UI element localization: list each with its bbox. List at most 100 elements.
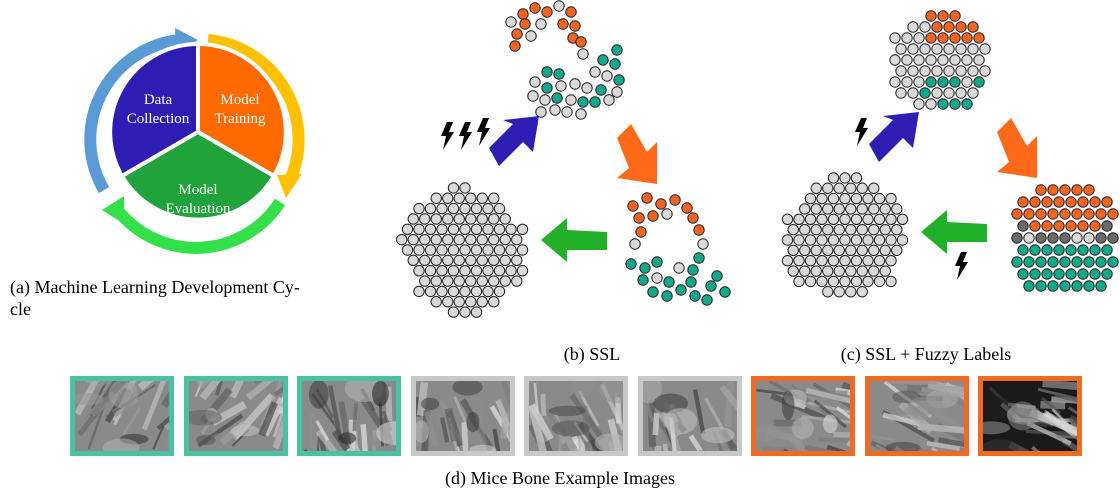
lightning-icon xyxy=(441,122,454,150)
data-point xyxy=(453,254,465,267)
texture-stroke xyxy=(481,401,499,433)
data-point xyxy=(447,202,460,215)
texture-stroke xyxy=(350,441,361,451)
data-point xyxy=(810,265,822,277)
texture-blob xyxy=(791,417,814,439)
data-point xyxy=(1029,244,1041,256)
data-point xyxy=(895,43,907,55)
data-point xyxy=(419,233,431,246)
data-point xyxy=(979,43,991,55)
data-point xyxy=(470,306,483,318)
data-point xyxy=(453,213,465,225)
bone-image-tile-gray xyxy=(637,376,742,456)
data-point xyxy=(793,255,805,267)
data-point xyxy=(862,234,874,246)
texture-stroke xyxy=(259,381,283,427)
data-point xyxy=(885,234,897,246)
data-point xyxy=(889,76,901,88)
texture-blob xyxy=(75,392,104,406)
data-point xyxy=(856,265,868,277)
texture-stroke xyxy=(563,434,578,451)
caption-b: (b) SSL xyxy=(563,344,621,364)
data-point xyxy=(793,213,805,226)
data-point xyxy=(1101,220,1113,232)
data-point xyxy=(419,254,431,267)
caption-c: (c) SSL + Fuzzy Labels xyxy=(840,344,1012,364)
data-point xyxy=(407,233,419,246)
data-point xyxy=(937,32,949,44)
data-point xyxy=(693,252,705,264)
data-point xyxy=(822,182,834,194)
data-point xyxy=(1095,208,1107,220)
texture-stroke xyxy=(529,405,547,451)
data-point xyxy=(845,244,857,257)
data-point xyxy=(967,21,979,33)
data-point xyxy=(816,234,828,246)
texture-stroke xyxy=(439,417,449,443)
data-point xyxy=(565,94,577,106)
data-point xyxy=(1077,196,1089,208)
texture-stroke xyxy=(665,445,672,451)
arrow-left-green xyxy=(541,218,607,262)
data-point xyxy=(955,65,967,77)
data-point xyxy=(1029,220,1041,232)
data-point xyxy=(419,213,431,225)
label-collection: Collection xyxy=(127,111,190,127)
texture-blob xyxy=(372,381,389,407)
data-point xyxy=(827,234,840,246)
data-point xyxy=(1047,184,1059,196)
data-point xyxy=(1077,244,1089,256)
data-point xyxy=(833,244,845,257)
data-point xyxy=(816,275,828,288)
data-point xyxy=(781,213,794,226)
data-point xyxy=(895,87,907,99)
data-point xyxy=(949,10,961,22)
data-point xyxy=(845,286,857,298)
data-point xyxy=(637,274,649,286)
data-point xyxy=(873,275,886,288)
texture-stroke xyxy=(94,381,110,390)
data-point xyxy=(895,65,907,77)
texture-stroke xyxy=(316,436,321,451)
data-point xyxy=(868,203,880,215)
data-point xyxy=(804,213,817,226)
data-point xyxy=(687,212,699,224)
data-point xyxy=(511,28,523,40)
data-point xyxy=(647,210,659,222)
data-point xyxy=(442,192,454,204)
texture-stroke xyxy=(557,432,563,451)
texture-stroke xyxy=(315,420,330,441)
data-point xyxy=(1035,208,1047,220)
texture-stroke xyxy=(308,413,317,451)
data-point xyxy=(611,86,623,98)
texture-stroke xyxy=(156,416,169,431)
data-point xyxy=(499,213,511,225)
data-point xyxy=(476,233,488,246)
data-point xyxy=(529,2,541,14)
data-point xyxy=(505,265,517,277)
data-point xyxy=(822,203,834,215)
texture-stroke xyxy=(137,381,154,391)
data-point xyxy=(673,262,685,274)
data-point xyxy=(459,285,471,298)
data-point xyxy=(689,290,701,302)
data-point xyxy=(509,40,521,52)
texture-stroke xyxy=(813,399,847,429)
texture-blob xyxy=(548,405,586,417)
data-point xyxy=(931,21,943,33)
data-point xyxy=(1095,256,1107,268)
texture-blob xyxy=(700,426,735,444)
data-point xyxy=(488,254,500,267)
texture-stroke xyxy=(160,391,169,408)
data-point xyxy=(651,256,663,268)
data-point xyxy=(407,254,419,267)
texture-stroke xyxy=(874,444,889,451)
texture-blob xyxy=(230,424,259,437)
data-point xyxy=(793,275,805,288)
texture-stroke xyxy=(494,399,510,440)
data-point xyxy=(919,87,931,99)
texture-stroke xyxy=(122,406,142,436)
data-point xyxy=(839,172,851,184)
data-point xyxy=(557,18,569,30)
data-point xyxy=(1017,244,1029,256)
